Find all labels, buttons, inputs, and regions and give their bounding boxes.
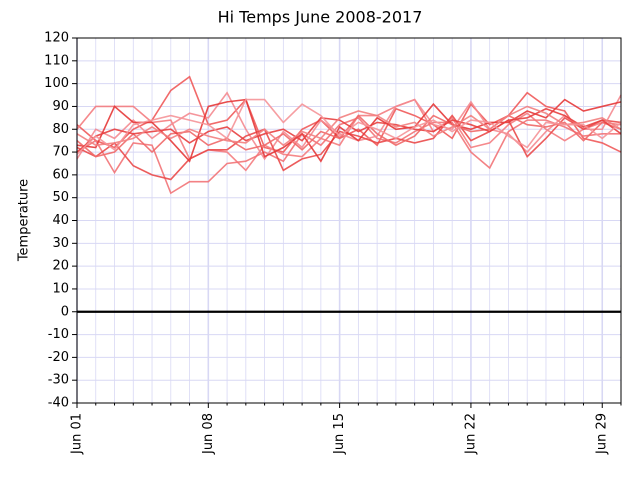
plot-frame: [76, 37, 622, 404]
x-tick-label: Jun 08: [201, 413, 216, 455]
y-tick-label: -20: [48, 350, 69, 365]
y-tick-label: -40: [48, 396, 69, 411]
x-tick-label: Jun 29: [595, 413, 610, 455]
x-tick-label: Jun 22: [463, 413, 478, 455]
series-line: [76, 116, 621, 195]
y-tick-label: 50: [52, 190, 69, 205]
y-tick-label: 70: [52, 145, 69, 160]
x-tick-label: Jun 01: [70, 413, 85, 455]
y-tick-label: 80: [52, 122, 69, 137]
y-tick-label: 20: [52, 259, 69, 274]
y-tick-label: 110: [44, 53, 69, 68]
y-tick-label: 10: [52, 281, 69, 296]
series-line: [76, 98, 622, 155]
y-tick-label: 0: [61, 304, 69, 319]
series-line: [76, 105, 622, 147]
y-tick-label: 120: [44, 31, 69, 46]
chart-title: Hi Temps June 2008-2017: [218, 8, 423, 27]
y-tick-label: 60: [52, 167, 69, 182]
series-line: [76, 107, 622, 153]
series-line: [76, 91, 622, 161]
y-tick-label: 30: [52, 236, 69, 251]
y-tick-label: 40: [52, 213, 69, 228]
y-tick-label: -10: [48, 327, 69, 342]
x-tick-label: Jun 15: [332, 413, 347, 455]
y-axis-label: Temperature: [17, 179, 32, 262]
y-tick-label: 90: [52, 99, 69, 114]
y-tick-label: -30: [48, 373, 69, 388]
y-tick-label: 100: [44, 76, 69, 91]
